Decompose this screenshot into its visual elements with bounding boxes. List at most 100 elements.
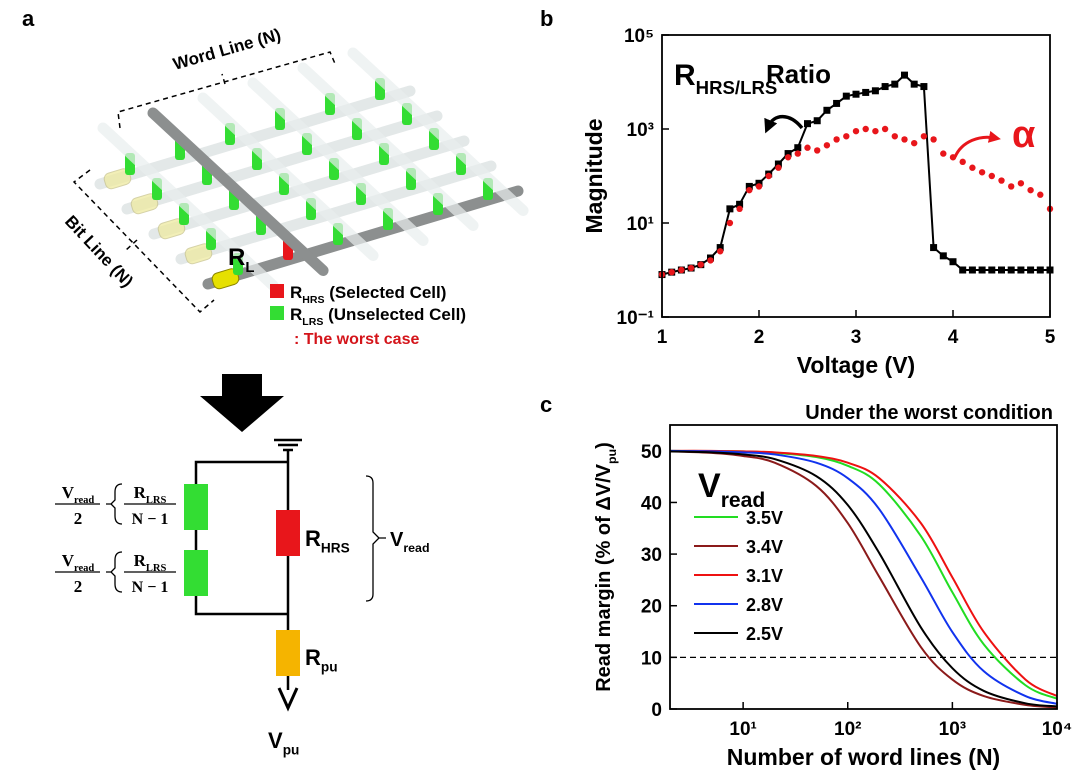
data-point — [920, 133, 928, 140]
fraction-numerator-part: R — [134, 551, 147, 570]
legend-label: RHRS (Selected Cell) — [290, 283, 446, 306]
load-label: RL — [228, 244, 254, 276]
resistor-hrs — [276, 510, 300, 556]
legend-label: 3.4V — [746, 537, 783, 557]
data-point — [843, 133, 850, 140]
resistor-label-part: pu — [321, 660, 338, 675]
load-label-part: R — [228, 244, 245, 271]
y-axis-label-part: Magnitude — [581, 119, 607, 234]
voltage-label: Vpu — [268, 728, 299, 758]
brace — [106, 483, 123, 525]
worst-case-note: : The worst case — [294, 331, 419, 348]
word-line — [197, 92, 379, 261]
x-tick-label: 10² — [834, 719, 861, 740]
legend-label-part: HRS — [302, 294, 324, 306]
data-point — [726, 219, 734, 227]
data-point — [969, 164, 976, 171]
data-point — [930, 244, 938, 252]
data-point — [687, 264, 695, 272]
arrow-head — [277, 687, 299, 712]
data-point — [872, 127, 879, 135]
data-point — [1037, 191, 1044, 198]
bracket — [117, 51, 337, 129]
annotation: Ratio — [766, 59, 831, 89]
word-line — [297, 62, 479, 231]
data-point — [920, 83, 928, 91]
data-point — [745, 182, 753, 190]
data-point — [930, 136, 937, 143]
legend-label: RLRS (Unselected Cell) — [290, 305, 466, 328]
x-axis-label: Voltage (V) — [797, 352, 915, 378]
annotation: RHRS/LRS — [674, 59, 777, 98]
y-axis-label-part: ) — [593, 442, 615, 449]
data-point — [842, 92, 850, 100]
y-tick-label: 20 — [641, 597, 662, 618]
data-point — [736, 200, 744, 208]
data-point — [891, 80, 899, 88]
fraction-denominator: 2 — [74, 509, 83, 528]
fraction-numerator-part: LRS — [146, 563, 167, 574]
legend-label-part: LRS — [302, 316, 323, 328]
data-point — [678, 266, 685, 274]
legend-swatch — [270, 284, 284, 298]
x-tick-label: 3 — [851, 327, 862, 348]
fraction-numerator: Vread — [62, 551, 95, 574]
load-label-part: L — [245, 260, 254, 276]
data-point — [804, 120, 811, 128]
y-tick-label: 30 — [641, 545, 662, 566]
legend-swatch — [270, 306, 284, 320]
legend-title-part: V — [698, 467, 721, 505]
data-point — [998, 177, 1005, 184]
data-point — [1036, 266, 1044, 274]
voltage-label-part: V — [390, 529, 404, 551]
resistor-label-part: R — [305, 526, 321, 551]
data-point — [736, 205, 743, 213]
x-tick-label: 10¹ — [729, 719, 756, 740]
voltage-label-part: read — [403, 541, 429, 555]
bracket — [72, 169, 215, 314]
annotation-arrow — [953, 130, 1001, 158]
data-point — [1027, 186, 1034, 194]
panel-label: a — [22, 6, 35, 31]
data-point — [881, 83, 889, 91]
data-point — [668, 268, 675, 276]
fraction-numerator: Vread — [62, 483, 95, 506]
series-line — [670, 450, 1057, 709]
annotation: α — [1012, 114, 1035, 156]
resistor-label-part: HRS — [321, 541, 350, 556]
fraction-denominator: 2 — [74, 577, 83, 596]
resistor-lrs — [184, 550, 208, 596]
data-point — [978, 169, 986, 176]
resistor-label: Rpu — [305, 645, 338, 675]
data-point — [823, 106, 831, 114]
data-point — [862, 125, 869, 133]
data-point — [1008, 183, 1015, 190]
legend-label-part: R — [290, 283, 302, 302]
data-point — [697, 261, 704, 268]
data-point — [871, 87, 879, 95]
down-arrow — [200, 374, 284, 432]
legend-label-part: (Selected Cell) — [325, 283, 447, 302]
data-point — [959, 158, 966, 166]
x-tick-label: 4 — [948, 327, 959, 348]
y-tick-label: 50 — [641, 442, 662, 463]
data-point — [765, 172, 772, 180]
y-tick-label: 10¹ — [627, 214, 654, 235]
voltage-label-part: V — [268, 728, 283, 753]
data-point — [901, 71, 908, 79]
data-point — [794, 144, 802, 152]
word-line — [97, 122, 279, 291]
data-point — [774, 160, 782, 168]
data-point — [833, 136, 840, 143]
panel-label: b — [540, 6, 553, 31]
word-line — [147, 107, 329, 276]
data-point — [881, 125, 889, 133]
data-point — [813, 117, 821, 125]
fraction-numerator-part: V — [62, 483, 75, 502]
data-point — [852, 90, 860, 98]
fraction-denominator: N − 1 — [132, 579, 169, 596]
fraction-numerator-part: V — [62, 551, 75, 570]
legend-label-part: (Unselected Cell) — [323, 305, 466, 324]
fraction-numerator-part: read — [74, 495, 94, 506]
data-point — [707, 257, 714, 264]
